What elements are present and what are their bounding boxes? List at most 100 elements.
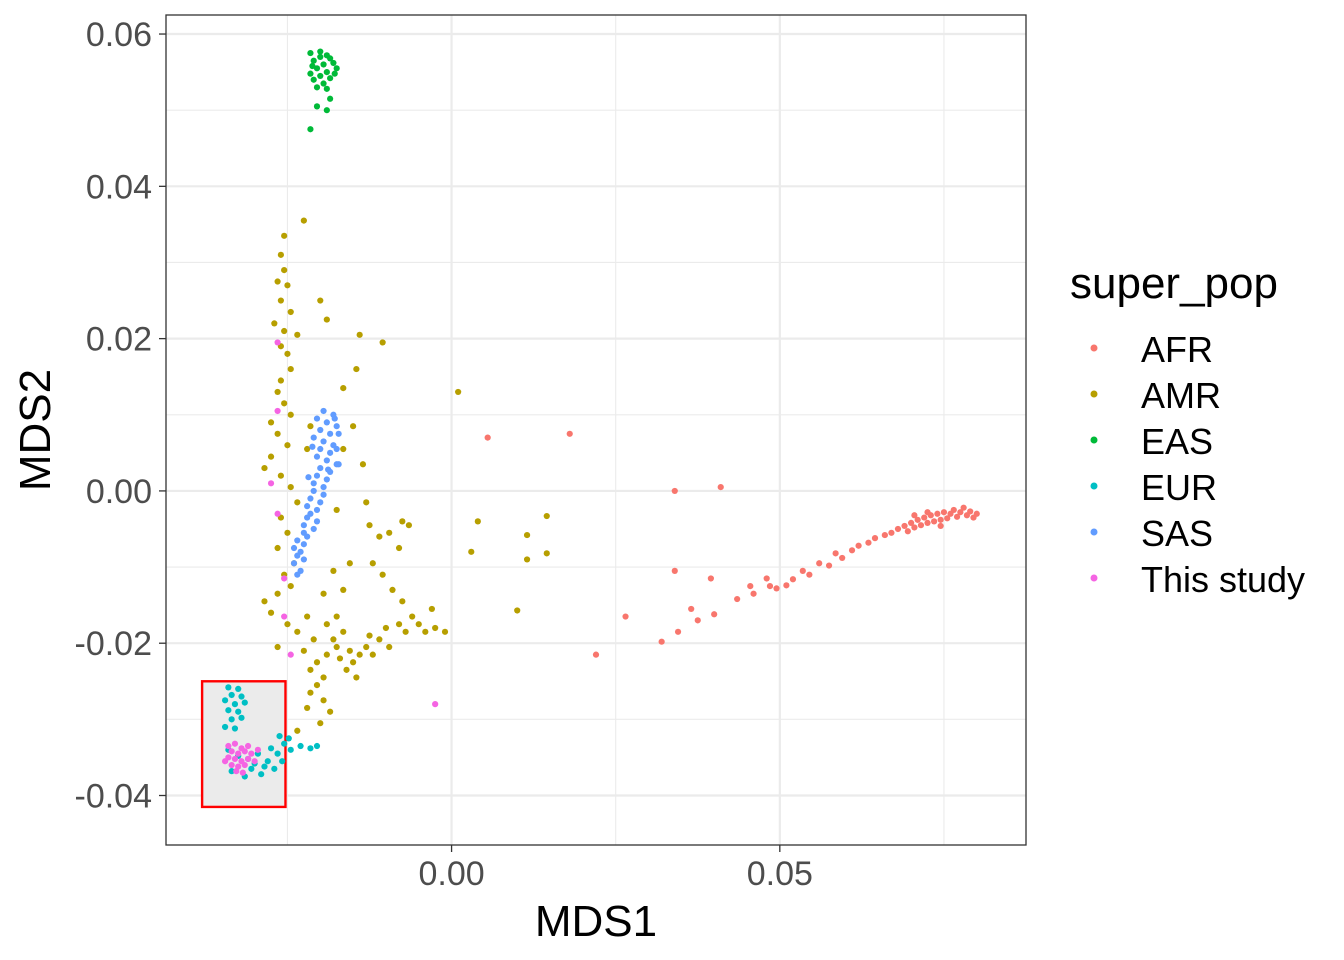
legend-key xyxy=(1090,574,1098,582)
data-point xyxy=(258,771,265,778)
data-point xyxy=(399,598,406,605)
data-point xyxy=(221,697,229,704)
data-point xyxy=(267,453,275,460)
data-point xyxy=(225,742,232,750)
data-point xyxy=(287,484,294,491)
data-point xyxy=(313,84,321,91)
y-tick-label: 0.04 xyxy=(86,168,152,206)
data-point xyxy=(274,510,281,517)
legend-key xyxy=(1090,390,1098,398)
grid xyxy=(166,15,1026,845)
data-point xyxy=(320,61,327,68)
data-point xyxy=(241,699,248,706)
data-point xyxy=(333,423,340,430)
data-point xyxy=(277,377,284,384)
data-point xyxy=(307,666,314,673)
data-point xyxy=(284,442,291,449)
data-point xyxy=(422,628,429,635)
data-point xyxy=(241,748,248,755)
data-point xyxy=(244,742,252,750)
data-point xyxy=(474,518,481,525)
data-point xyxy=(320,590,327,597)
highlight-box xyxy=(200,680,287,809)
data-point xyxy=(261,464,268,472)
data-point xyxy=(281,232,288,239)
data-point xyxy=(307,689,314,696)
data-point xyxy=(320,674,327,681)
data-point xyxy=(327,449,334,456)
data-point xyxy=(284,282,291,289)
data-point xyxy=(379,339,386,346)
legend-key xyxy=(1090,344,1098,352)
plot-background xyxy=(166,15,1026,845)
legend-entry: EUR xyxy=(1090,467,1217,508)
data-point xyxy=(914,516,921,523)
data-point xyxy=(317,297,324,304)
data-point xyxy=(290,560,298,567)
data-point xyxy=(233,768,240,775)
data-point xyxy=(313,518,321,525)
data-point xyxy=(238,693,245,700)
data-point xyxy=(313,453,321,460)
data-point xyxy=(940,509,948,516)
data-point xyxy=(305,474,312,481)
data-point xyxy=(395,621,403,628)
data-point xyxy=(313,472,321,479)
data-point xyxy=(228,768,235,775)
data-point xyxy=(317,445,324,453)
data-point xyxy=(806,571,813,578)
data-point xyxy=(274,643,281,651)
data-point xyxy=(323,107,330,114)
data-point xyxy=(231,701,239,708)
data-point xyxy=(317,72,324,80)
data-point xyxy=(304,445,311,453)
data-point xyxy=(330,567,337,574)
data-point xyxy=(566,430,573,437)
data-point xyxy=(323,621,330,628)
data-point xyxy=(622,613,629,620)
data-point xyxy=(343,666,350,673)
data-point xyxy=(294,331,301,338)
data-point xyxy=(297,742,304,750)
data-point xyxy=(320,438,327,445)
y-tick-label: -0.04 xyxy=(75,778,153,816)
data-point xyxy=(274,388,281,396)
x-tick-label: 0.00 xyxy=(418,855,484,893)
data-point xyxy=(432,701,439,708)
data-point xyxy=(304,613,311,620)
legend-key xyxy=(1090,528,1098,536)
data-point xyxy=(310,487,317,495)
data-point xyxy=(277,472,284,479)
data-point xyxy=(750,590,757,597)
data-point xyxy=(294,552,301,559)
data-point xyxy=(317,720,324,727)
data-point xyxy=(281,400,288,407)
data-point xyxy=(386,643,393,651)
data-point xyxy=(284,621,291,628)
data-point xyxy=(290,544,298,552)
data-point xyxy=(773,585,780,592)
data-point xyxy=(300,217,307,224)
data-point xyxy=(323,85,330,92)
data-point xyxy=(359,461,367,468)
data-point xyxy=(307,495,314,502)
data-point xyxy=(711,611,718,618)
data-point xyxy=(335,430,342,437)
data-point xyxy=(694,617,701,624)
x-axis-title: MDS1 xyxy=(535,897,657,946)
data-point xyxy=(363,499,370,506)
data-point xyxy=(261,763,268,770)
data-point xyxy=(674,628,682,635)
data-point xyxy=(307,423,314,430)
data-point xyxy=(241,761,248,769)
x-axis: 0.00 0.05 xyxy=(418,845,813,893)
data-point xyxy=(455,388,462,396)
data-point xyxy=(313,103,321,110)
data-point xyxy=(409,613,416,620)
data-point xyxy=(888,529,895,536)
data-point xyxy=(317,499,324,506)
data-point xyxy=(313,415,321,422)
data-point xyxy=(310,636,317,643)
data-point xyxy=(766,583,774,590)
data-point xyxy=(309,62,316,70)
